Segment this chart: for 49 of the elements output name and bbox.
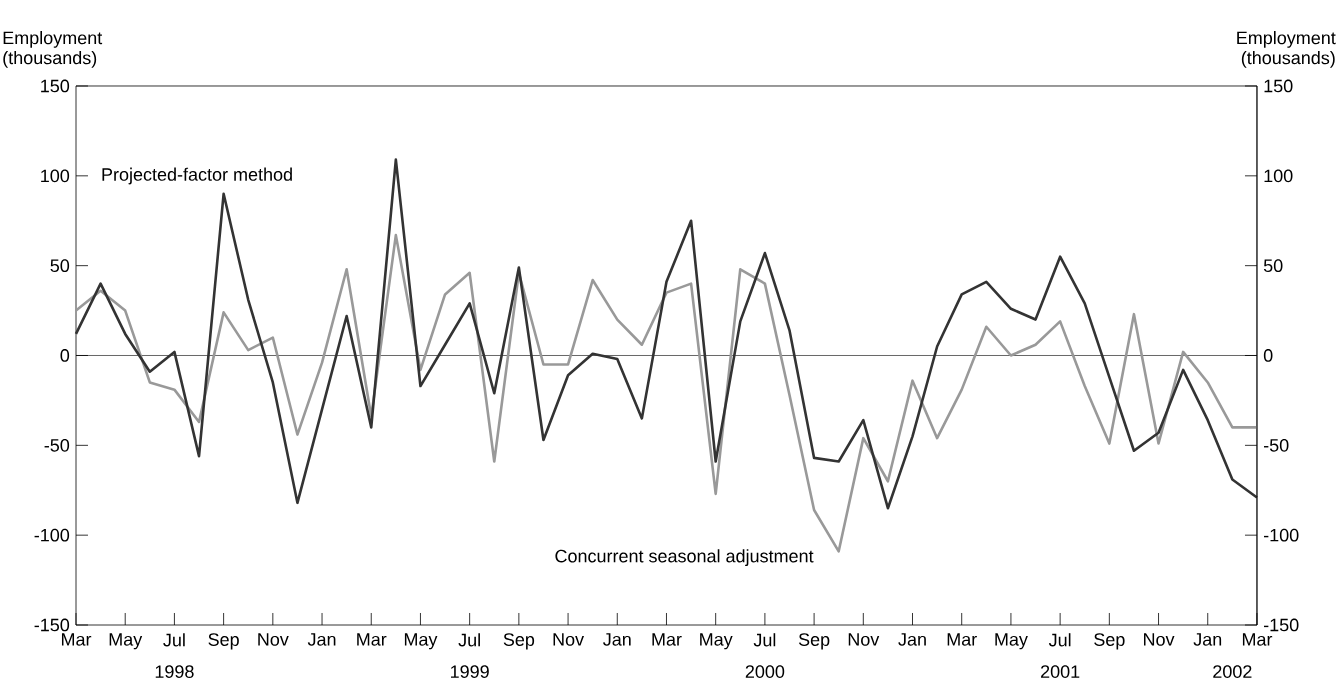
x-tick-label: Jul (163, 633, 185, 647)
text: 2001 (1041, 665, 1080, 678)
x-tick-label: Sep (208, 633, 239, 650)
y-tick-label: 150 (41, 79, 70, 93)
y2-tick-label: 0 (1263, 349, 1273, 362)
y-tick-label: 50 (50, 259, 70, 273)
y2-tick-label: -100 (1263, 528, 1299, 542)
y2-axis-title: Employment (thousands) (1237, 31, 1336, 68)
x-tick-label: Mar (652, 633, 682, 646)
x-tick-label: Mar (61, 633, 92, 646)
x-tick-label: Sep (1094, 633, 1125, 650)
x-tick-label: Mar (1242, 633, 1273, 646)
y-tick-label: 100 (41, 169, 70, 183)
series-label: Concurrent seasonal adjustment (555, 549, 814, 567)
text: 2002 (1213, 665, 1252, 678)
x-tick-label: Jul (753, 633, 776, 647)
x-tick-label: May (700, 633, 733, 650)
line-series (74, 158, 1259, 510)
x-tick-label: May (109, 633, 143, 650)
x-tick-label: Jan (898, 633, 926, 646)
x-tick-label: May (404, 633, 438, 650)
y-tick-label: -50 (44, 438, 70, 452)
x-tick-label: May (995, 633, 1028, 650)
x-tick-label: Nov (553, 633, 585, 646)
x-tick-label: Jan (603, 633, 631, 646)
x-tick-label: Jan (1193, 633, 1222, 646)
text: 1999 (451, 665, 489, 678)
x-tick-label: Nov (1144, 633, 1175, 646)
y-tick-label: -150 (34, 618, 70, 632)
text: 2000 (745, 665, 785, 678)
x-tick-label: Jul (458, 633, 480, 647)
y2-tick-label: 100 (1264, 169, 1293, 183)
x-tick-label: Mar (357, 633, 387, 646)
y2-tick-label: 150 (1264, 79, 1293, 93)
x-tick-label: Sep (503, 633, 535, 650)
y2-tick-label: 50 (1263, 259, 1283, 273)
x-tick-label: Nov (258, 633, 289, 646)
y-axis-title: Employment (thousands) (3, 31, 103, 68)
y2-tick-label: -50 (1263, 438, 1289, 452)
series-label: Projected-factor method (102, 167, 292, 185)
x-tick-label: Sep (798, 633, 830, 650)
x-tick-label: Jan (307, 633, 336, 646)
y2-tick-label: -150 (1263, 618, 1299, 632)
x-tick-label: Nov (848, 633, 880, 646)
y-tick-label: 0 (60, 349, 70, 362)
y-tick-label: -100 (34, 528, 70, 542)
x-tick-label: Mar (947, 633, 977, 646)
x-tick-label: Jul (1048, 633, 1071, 647)
text: 1998 (155, 665, 194, 678)
